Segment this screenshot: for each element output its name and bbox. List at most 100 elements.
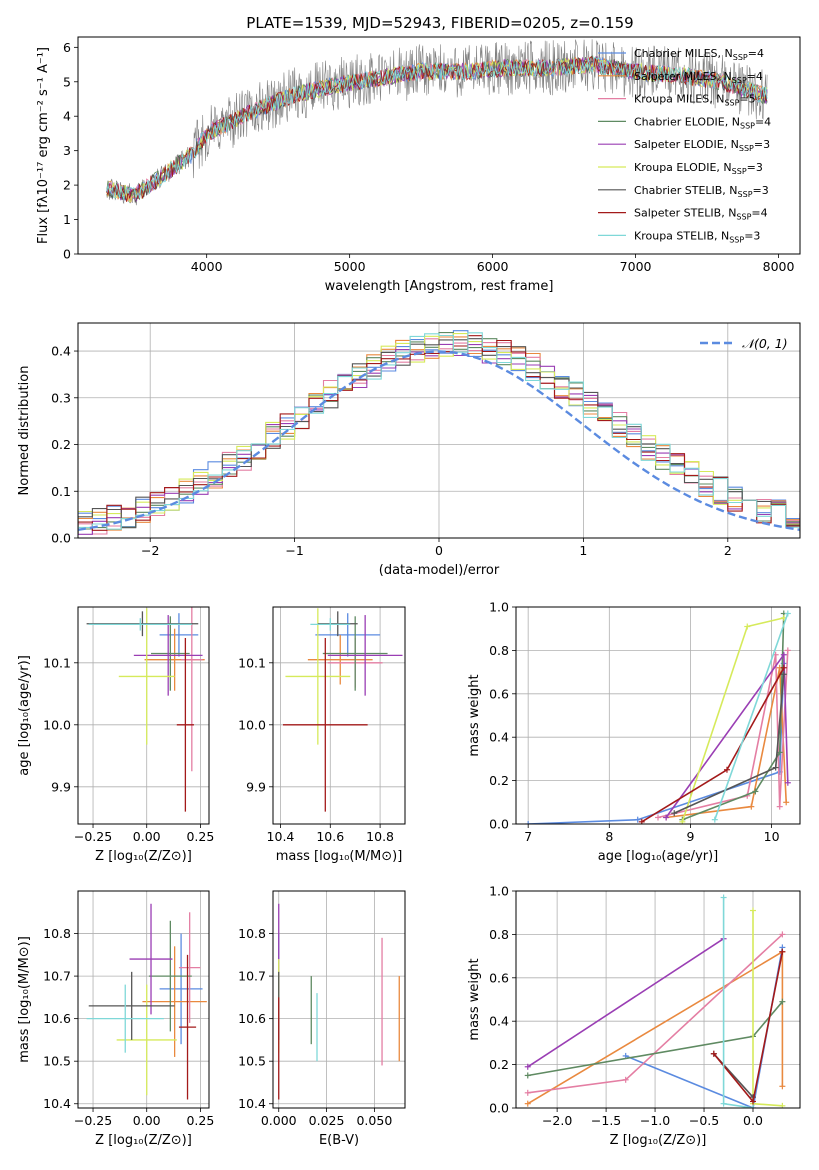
x-tick-label: 1 [579,543,587,558]
y-tick-label: 0.0 [489,1101,509,1116]
series-chabrier-stelib [671,671,787,817]
point-salpeter-elodie [327,615,403,696]
x-tick-label: 0.00 [133,1113,161,1128]
y-tick-label: 0 [63,247,71,262]
y-tick-label: 10.4 [43,1096,71,1111]
legend-entry: Chabrier ELODIE, NSSP=4 [634,115,771,130]
model-fit-kroupa-stelib [106,57,768,201]
series-line [528,663,785,824]
y-tick-label: 0.4 [51,344,71,359]
y-axis-label: age [log₁₀(age/yr)] [17,655,32,776]
x-tick-label: −1.5 [591,1113,621,1128]
panel-massweight_vs_age: 7 8 9 10 0.0 0.2 0.4 0.6 0.8 1.0 age [log₁₀(age/yr… [467,600,801,864]
point-chabrier-miles [159,933,203,1045]
y-tick-label: 1.0 [489,884,509,899]
series-line [527,938,725,1068]
point-kroupa-stelib [310,618,351,631]
panel-residuals: −2 −1 0 1 2 0.0 0.1 0.2 0.3 0.4 (data-model)/error… [17,322,801,578]
x-tick-label: −0.5 [689,1113,719,1128]
figure-title: PLATE=1539, MJD=52943, FIBERID=0205, z=0… [246,14,633,32]
model-fit-salpeter-stelib [106,56,768,202]
legend-entry: Kroupa STELIB, NSSP=3 [634,229,760,244]
x-axis-label: Z [log₁₀(Z/Z⊙)] [95,849,192,864]
y-tick-label: 3 [63,143,71,158]
series-line [665,652,789,818]
x-tick-label: 8000 [763,259,795,274]
point-chabrier-stelib [88,971,175,1040]
x-tick-label: 7 [524,829,532,844]
x-axis-label: mass [log₁₀(M/M⊙)] [276,849,403,864]
y-tick-label: 10.1 [43,655,71,670]
point-kroupa-miles [181,607,203,772]
x-axis-label: age [log₁₀(age/yr)] [598,849,719,864]
legend-entry: Salpeter STELIB, NSSP=4 [634,207,768,222]
axes-frame [77,606,210,825]
y-axis-label: Flux [fλ10⁻¹⁷ erg cm⁻² s⁻¹ A⁻¹] [36,47,51,244]
y-tick-label: 2 [63,178,71,193]
x-tick-label: 10 [764,829,780,844]
x-tick-label: 2 [724,543,732,558]
series-kroupa-stelib [711,610,791,823]
axes-frame [272,890,406,1109]
y-axis-label: mass weight [467,674,482,756]
point-kroupa-stelib [88,618,192,631]
y-tick-label: 0.0 [489,817,509,832]
legend-entry: Salpeter MILES, NSSP=4 [634,70,763,85]
point-salpeter-elodie [133,615,203,696]
x-tick-label: 0.0 [743,1113,763,1128]
y-tick-label: 6 [63,40,71,55]
legend-entry: Chabrier STELIB, NSSP=3 [634,184,769,199]
x-tick-label: 10.4 [267,829,295,844]
plot-layer: 4000 5000 6000 7000 8000 0 1 2 3 4 5 6 wavelength [A… [17,36,801,1148]
x-tick-label: 0.025 [309,1113,345,1128]
series-line [641,667,785,823]
point-chabrier-elodie [148,920,192,1032]
y-tick-label: 10.7 [43,969,71,984]
x-tick-label: −1 [285,543,303,558]
x-tick-label: 4000 [191,259,223,274]
y-tick-label: 0.2 [51,437,71,452]
point-kroupa-elodie [285,608,351,745]
y-tick-label: 0.4 [489,1014,509,1029]
series-line [722,897,754,1108]
axes-frame [515,606,801,825]
y-tick-label: 1 [63,212,71,227]
y-tick-label: 0.8 [489,927,509,942]
series-kroupa-stelib [720,894,756,1108]
axes-frame [77,890,210,1109]
y-tick-label: 9.9 [51,779,71,794]
y-axis-label: mass weight [467,958,482,1040]
x-axis-label: Z [log₁₀(Z/Z⊙)] [95,1133,192,1148]
y-tick-label: 10.5 [238,1054,266,1069]
residual-hist-kroupa-stelib [78,332,800,533]
y-axis-label: Normed distribution [17,366,32,496]
y-tick-label: 0.2 [489,1057,509,1072]
series-salpeter-elodie [663,651,791,821]
y-tick-label: 5 [63,74,71,89]
x-tick-label: 0.25 [186,1113,214,1128]
y-tick-label: 10.0 [238,717,266,732]
y-tick-label: 0.6 [489,686,509,701]
series-line [714,613,789,820]
x-axis-label: wavelength [Angstrom, rest frame] [325,279,554,294]
x-tick-label: 10.8 [366,829,394,844]
y-tick-label: 10.7 [238,969,266,984]
x-tick-label: −0.25 [74,829,112,844]
normal-curve [78,350,800,531]
series-kroupa-elodie [679,614,787,824]
axes-frame [77,322,801,539]
x-tick-label: −2 [141,543,159,558]
legend-entry: 𝒩(0, 1) [742,336,788,351]
panel-massweight_vs_Z: −2.0 −1.5 −1.0 −0.5 0.0 0.0 0.2 0.4 0.6 0.8 1.0 Z [… [467,884,801,1148]
y-tick-label: 10.4 [238,1096,266,1111]
x-tick-label: −2.0 [542,1113,572,1128]
y-tick-label: 10.5 [43,1054,71,1069]
x-axis-label: (data-model)/error [379,563,500,578]
y-tick-label: 1.0 [489,600,509,615]
series-salpeter-stelib [710,948,786,1105]
series-chabrier-elodie [679,610,787,823]
y-tick-label: 9.9 [246,779,266,794]
y-tick-label: 10.8 [238,926,266,941]
panel-age_vs_Z: −0.25 0.00 0.25 9.9 10.0 10.1 Z [log₁₀(Z/Z⊙)] a… [17,606,214,864]
y-tick-label: 4 [63,109,71,124]
